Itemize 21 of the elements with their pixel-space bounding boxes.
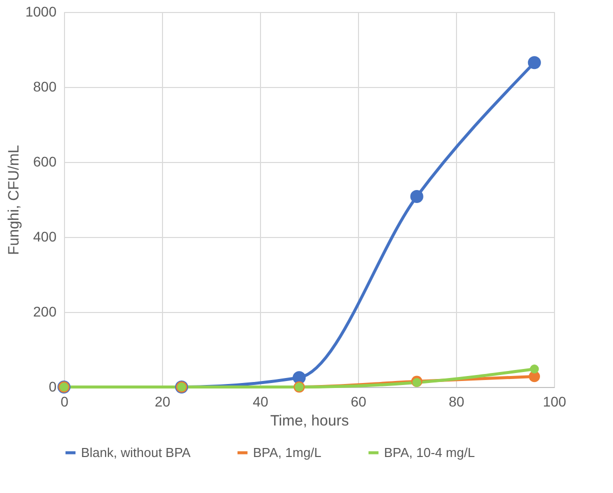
y-axis-title: Funghi, CFU/mL xyxy=(5,144,22,256)
legend-label: BPA, 10-4 mg/L xyxy=(384,444,475,460)
legend-label: BPA, 1mg/L xyxy=(253,444,322,460)
point xyxy=(528,56,541,70)
x-tick-label: 100 xyxy=(542,394,566,410)
legend-label: Blank, without BPA xyxy=(81,444,191,460)
x-axis-title: Time, hours xyxy=(270,412,349,430)
x-tick-label: 40 xyxy=(252,394,268,410)
y-tick-label: 200 xyxy=(33,304,57,320)
y-tick-label: 800 xyxy=(33,78,57,94)
x-tick-label: 80 xyxy=(448,394,464,410)
x-tick-label: 0 xyxy=(60,394,69,410)
y-tick-label: 600 xyxy=(33,154,57,170)
point xyxy=(530,364,539,374)
y-tick-label: 400 xyxy=(33,228,57,244)
x-tick-label: 20 xyxy=(154,394,170,410)
x-tick-label: 60 xyxy=(350,394,366,410)
y-tick-label: 1000 xyxy=(25,4,57,20)
y-tick-label: 0 xyxy=(48,378,57,394)
point xyxy=(412,378,422,387)
point xyxy=(410,190,424,204)
